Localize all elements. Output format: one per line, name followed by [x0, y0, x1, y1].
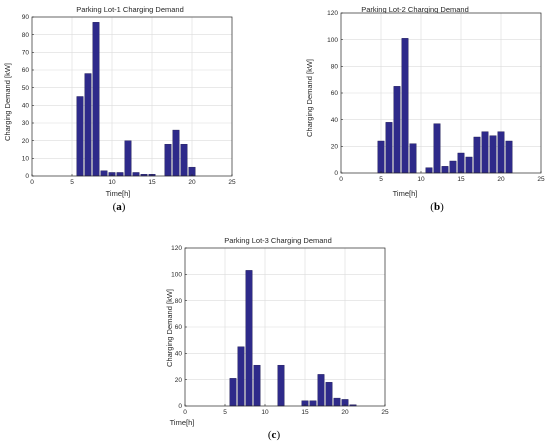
chart-parking-lot-3: Parking Lot-3 Charging Demand Time[h] Ch… — [165, 236, 389, 427]
y-tick-label: 40 — [175, 351, 183, 358]
y-tick-label: 40 — [22, 103, 30, 110]
bar — [489, 135, 497, 174]
bar — [100, 170, 108, 177]
x-tick-label: 5 — [379, 176, 383, 183]
bar — [253, 364, 261, 407]
bar — [84, 73, 92, 177]
y-tick-label: 80 — [22, 32, 30, 39]
y-tick-label: 0 — [25, 173, 29, 180]
bar — [385, 122, 393, 174]
y-tick-label: 30 — [22, 120, 30, 127]
chart-parking-lot-1: Parking Lot-1 Charging Demand Time[h] Ch… — [3, 5, 236, 198]
bar — [401, 38, 409, 174]
y-axis-label: Charging Demand [kW] — [305, 59, 314, 137]
bar — [393, 86, 401, 174]
y-tick-label: 0 — [334, 170, 338, 177]
x-tick-label: 20 — [497, 176, 505, 183]
bar — [180, 143, 188, 177]
bar — [76, 96, 84, 177]
y-tick-label: 20 — [331, 144, 339, 151]
caption-a: (a) — [112, 201, 126, 213]
x-tick-label: 15 — [148, 179, 156, 186]
bar — [425, 167, 433, 174]
bar — [449, 160, 457, 174]
y-tick-label: 60 — [331, 90, 339, 97]
x-tick-label: 15 — [457, 176, 465, 183]
bar — [317, 374, 325, 407]
bar — [481, 131, 489, 174]
bar — [325, 382, 333, 407]
bar — [441, 166, 449, 174]
y-tick-label: 120 — [327, 10, 338, 17]
bar — [124, 140, 132, 177]
y-tick-label: 40 — [331, 117, 339, 124]
x-axis-label: Time[h] — [170, 418, 195, 427]
bar — [116, 172, 124, 177]
bar — [172, 129, 180, 177]
x-tick-label: 10 — [108, 179, 116, 186]
bar — [465, 156, 473, 174]
bar — [132, 172, 140, 177]
bar — [409, 143, 417, 174]
bar — [92, 22, 100, 177]
y-tick-label: 20 — [175, 377, 183, 384]
chart-title: Parking Lot-1 Charging Demand — [76, 5, 184, 14]
bar — [497, 131, 505, 174]
x-tick-label: 0 — [339, 176, 343, 183]
bar — [333, 397, 341, 407]
x-tick-label: 0 — [30, 179, 34, 186]
y-tick-label: 80 — [331, 64, 339, 71]
caption-c: (c) — [267, 429, 281, 441]
x-tick-label: 15 — [301, 409, 309, 416]
bar — [309, 400, 317, 407]
axes-box — [31, 16, 233, 177]
bar — [164, 143, 172, 177]
chart-title: Parking Lot-2 Charging Demand — [361, 5, 469, 14]
x-tick-label: 5 — [223, 409, 227, 416]
x-tick-label: 25 — [381, 409, 389, 416]
x-tick-label: 20 — [188, 179, 196, 186]
bar — [245, 270, 253, 407]
y-tick-label: 70 — [22, 50, 30, 57]
caption-a-letter: a — [116, 201, 122, 213]
y-tick-label: 80 — [175, 298, 183, 305]
y-tick-label: 60 — [22, 67, 30, 74]
bar — [237, 346, 245, 407]
y-tick-label: 60 — [175, 324, 183, 331]
chart-parking-lot-2: Parking Lot-2 Charging Demand Time[h] Ch… — [305, 5, 545, 198]
y-tick-label: 90 — [22, 14, 30, 21]
x-axis-label: Time[h] — [106, 189, 131, 198]
chart-title: Parking Lot-3 Charging Demand — [224, 236, 332, 245]
bar — [433, 123, 441, 174]
y-tick-label: 50 — [22, 85, 30, 92]
x-tick-label: 5 — [70, 179, 74, 186]
bar — [457, 152, 465, 174]
y-tick-label: 20 — [22, 138, 30, 145]
x-tick-label: 20 — [341, 409, 349, 416]
bar — [505, 140, 513, 174]
y-tick-label: 0 — [178, 403, 182, 410]
x-axis-label: Time[h] — [393, 189, 418, 198]
x-tick-label: 0 — [183, 409, 187, 416]
caption-b: (b) — [430, 201, 444, 213]
y-tick-label: 100 — [171, 272, 182, 279]
y-tick-label: 10 — [22, 156, 30, 163]
bar — [229, 378, 237, 407]
bar — [277, 364, 285, 407]
y-tick-label: 100 — [327, 37, 338, 44]
bar — [473, 136, 481, 174]
y-axis-label: Charging Demand [kW] — [3, 63, 12, 141]
x-tick-label: 10 — [417, 176, 425, 183]
caption-c-letter: c — [271, 429, 277, 441]
x-tick-label: 25 — [228, 179, 236, 186]
x-tick-label: 10 — [261, 409, 269, 416]
bar — [377, 140, 385, 174]
plot-area — [32, 17, 232, 176]
caption-b-letter: b — [433, 201, 441, 213]
y-tick-label: 120 — [171, 245, 182, 252]
x-tick-label: 25 — [537, 176, 545, 183]
y-axis-label: Charging Demand [kW] — [165, 289, 174, 367]
